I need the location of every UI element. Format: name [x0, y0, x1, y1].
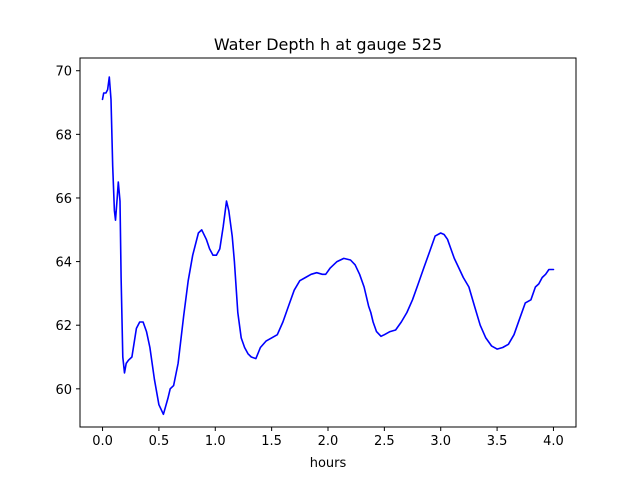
x-axis-label: hours: [310, 456, 347, 471]
y-tick-label: 62: [55, 319, 72, 334]
x-tick-label: 4.0: [543, 434, 564, 449]
y-tick-label: 64: [55, 256, 72, 271]
x-tick-label: 2.0: [318, 434, 339, 449]
x-axis: 0.0 0.5 1.0 1.5 2.0 2.5 3.0 3.5 4.0: [92, 427, 564, 449]
x-tick-label: 0.5: [149, 434, 170, 449]
y-tick-label: 68: [55, 128, 72, 143]
x-tick-label: 2.5: [374, 434, 395, 449]
x-tick-label: 0.0: [92, 434, 113, 449]
plot-series: [101, 76, 555, 416]
water-depth-line: [101, 76, 555, 416]
x-tick-label: 3.0: [430, 434, 451, 449]
y-tick-label: 66: [55, 192, 72, 207]
x-tick-label: 3.5: [487, 434, 508, 449]
x-tick-label: 1.5: [261, 434, 282, 449]
x-tick-label: 1.0: [205, 434, 226, 449]
plot-frame: [79, 57, 577, 428]
chart-title: Water Depth h at gauge 525: [214, 35, 442, 54]
y-axis: 60 62 64 66 68 70: [55, 65, 80, 398]
y-tick-label: 60: [55, 383, 72, 398]
y-tick-label: 70: [55, 65, 72, 80]
